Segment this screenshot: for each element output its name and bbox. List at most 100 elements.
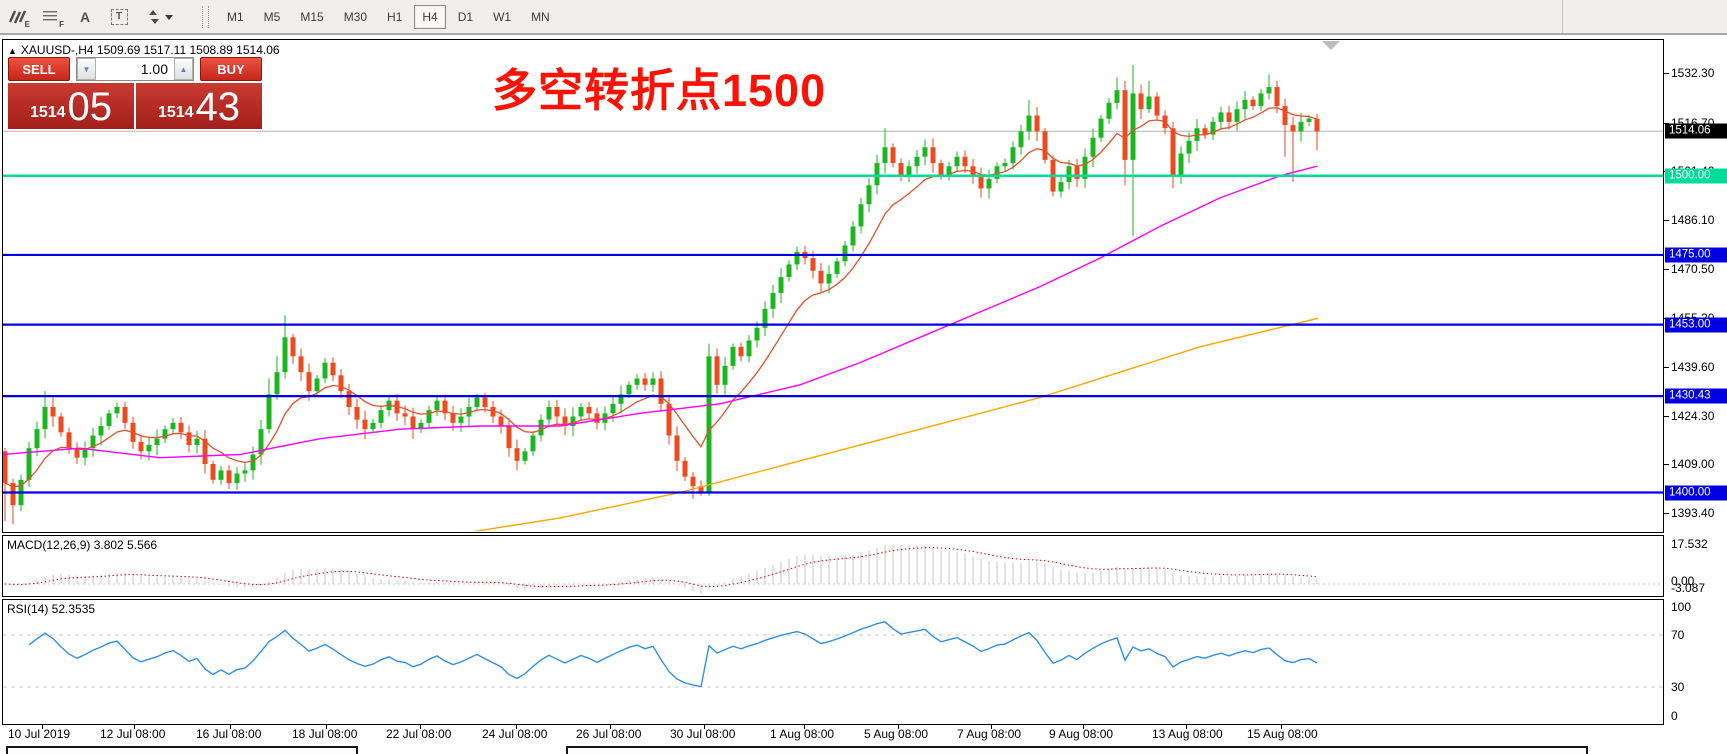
- time-tick-mark: [42, 725, 43, 729]
- sort-arrows-icon[interactable]: [138, 5, 178, 29]
- ma-mid-line: [3, 165, 1318, 459]
- chart-annotation-text: 多空转折点1500: [492, 65, 827, 116]
- price-tick-label: 1424.30: [1671, 409, 1715, 423]
- time-axis-label: 26 Jul 08:00: [576, 727, 642, 741]
- price-level-flag: 1400.00: [1665, 485, 1727, 501]
- time-tick-mark: [804, 725, 805, 729]
- status-bar-segment[interactable]: [6, 746, 358, 754]
- time-axis-label: 10 Jul 2019: [8, 727, 71, 741]
- macd-axis-label: 17.532: [1671, 537, 1708, 551]
- volume-increase-button[interactable]: ▲: [174, 58, 193, 80]
- volume-input[interactable]: 1.00: [140, 61, 168, 77]
- time-axis-label: 13 Aug 08:00: [1152, 727, 1223, 741]
- ma-fast-line: [4, 107, 1318, 488]
- time-tick-mark: [991, 725, 992, 729]
- price-tick-label: 1409.00: [1671, 457, 1715, 471]
- time-tick-mark: [1083, 725, 1084, 729]
- top-toolbar: E F A T M1 M5 M15 M30 H1 H4 D1 W1 MN: [0, 0, 1727, 35]
- timeframe-button-m15[interactable]: M15: [300, 9, 324, 24]
- time-tick-mark: [1186, 725, 1187, 729]
- toolbar-separator: [1562, 0, 1563, 33]
- current-price-flag: 1514.06: [1665, 123, 1727, 139]
- time-tick-mark: [134, 725, 135, 729]
- time-axis-label: 18 Jul 08:00: [292, 727, 358, 741]
- timeframe-button-m1[interactable]: M1: [227, 9, 244, 24]
- time-tick-mark: [230, 725, 231, 729]
- macd-axis-label: -3.087: [1671, 581, 1706, 595]
- macd-label: MACD(12,26,9) 3.802 5.566: [7, 538, 158, 552]
- time-axis-label: 16 Jul 08:00: [196, 727, 262, 741]
- collapse-arrow-icon[interactable]: ▲: [8, 46, 17, 56]
- time-tick-mark: [326, 725, 327, 729]
- time-axis-label: 22 Jul 08:00: [386, 727, 452, 741]
- price-tick-label: 1393.40: [1671, 506, 1715, 520]
- price-tick-mark: [1664, 367, 1669, 368]
- rsi-line: [28, 621, 1318, 688]
- time-axis-label: 30 Jul 08:00: [670, 727, 736, 741]
- time-tick-mark: [1281, 725, 1282, 729]
- time-axis-label: 5 Aug 08:00: [864, 727, 929, 741]
- price-level-flag: 1453.00: [1665, 317, 1727, 333]
- price-level-flag: 1430.43: [1665, 388, 1727, 404]
- price-tick-label: 1470.50: [1671, 262, 1715, 276]
- time-tick-mark: [516, 725, 517, 729]
- rsi-axis-label: 30: [1671, 680, 1685, 694]
- main-chart-panel[interactable]: [2, 39, 1664, 533]
- status-bar-segment[interactable]: [566, 746, 1588, 754]
- price-tick-label: 1532.30: [1671, 66, 1715, 80]
- time-axis-label: 15 Aug 08:00: [1247, 727, 1318, 741]
- time-tick-mark: [610, 725, 611, 729]
- timeframe-button-m30[interactable]: M30: [343, 9, 368, 24]
- price-tick-mark: [1664, 513, 1669, 514]
- time-tick-mark: [704, 725, 705, 729]
- price-tick-mark: [1664, 220, 1669, 221]
- time-tick-mark: [420, 725, 421, 729]
- chart-header: ▲ XAUUSD-,H4 1509.69 1517.11 1508.89 1514…: [8, 43, 280, 57]
- one-click-trading-widget: SELL ▼ 1.00 ▲ BUY 1514 05 1514 43: [8, 57, 262, 129]
- hatch-tool-icon[interactable]: E: [2, 5, 32, 29]
- rsi-axis-label: 0: [1671, 709, 1678, 723]
- price-level-flag: 1475.00: [1665, 247, 1727, 263]
- sell-button[interactable]: SELL: [8, 57, 70, 81]
- price-tick-mark: [1664, 269, 1669, 270]
- rsi-label: RSI(14) 52.3535: [7, 602, 96, 616]
- timeframe-button-h4[interactable]: H4: [414, 4, 446, 29]
- macd-indicator-canvas: [3, 544, 1663, 594]
- candlestick-series: [3, 64, 1320, 525]
- text-box-icon[interactable]: T: [104, 5, 134, 29]
- candlestick-chart-canvas: [3, 64, 1663, 531]
- chart-shift-marker[interactable]: [1322, 41, 1340, 50]
- time-axis-label: 7 Aug 08:00: [957, 727, 1022, 741]
- rsi-indicator-canvas: [3, 621, 1663, 688]
- timeframe-button-m5[interactable]: M5: [263, 9, 281, 24]
- price-level-flag: 1500.00: [1665, 168, 1727, 184]
- ask-price-display[interactable]: 1514 43: [136, 83, 262, 129]
- price-tick-label: 1486.10: [1671, 213, 1715, 227]
- price-tick-mark: [1664, 73, 1669, 74]
- price-tick-label: 1439.60: [1671, 360, 1715, 374]
- time-axis-label: 1 Aug 08:00: [770, 727, 835, 741]
- time-tick-mark: [898, 725, 899, 729]
- grid-tool-icon[interactable]: F: [36, 5, 66, 29]
- time-axis-label: 24 Jul 08:00: [482, 727, 548, 741]
- timeframe-button-mn[interactable]: MN: [531, 9, 550, 24]
- timeframe-button-w1[interactable]: W1: [493, 9, 512, 24]
- status-bar: [0, 745, 1727, 754]
- bid-price-display[interactable]: 1514 05: [8, 83, 134, 129]
- price-tick-mark: [1664, 416, 1669, 417]
- macd-panel[interactable]: [2, 535, 1664, 597]
- ma-slow-line: [472, 317, 1319, 531]
- time-axis-label: 9 Aug 08:00: [1049, 727, 1114, 741]
- macd-histogram: [12, 544, 1318, 594]
- rsi-axis-label: 70: [1671, 628, 1685, 642]
- timeframe-button-d1[interactable]: D1: [457, 9, 474, 24]
- time-axis-label: 12 Jul 08:00: [100, 727, 166, 741]
- text-a-icon[interactable]: A: [79, 8, 91, 25]
- price-tick-mark: [1664, 464, 1669, 465]
- timeframe-button-h1[interactable]: H1: [387, 9, 403, 24]
- macd-axis-label: 0.00: [1671, 574, 1695, 588]
- volume-decrease-button[interactable]: ▼: [77, 58, 96, 80]
- buy-button[interactable]: BUY: [200, 57, 262, 81]
- toolbar-grip: [202, 5, 209, 28]
- rsi-panel[interactable]: [2, 599, 1664, 725]
